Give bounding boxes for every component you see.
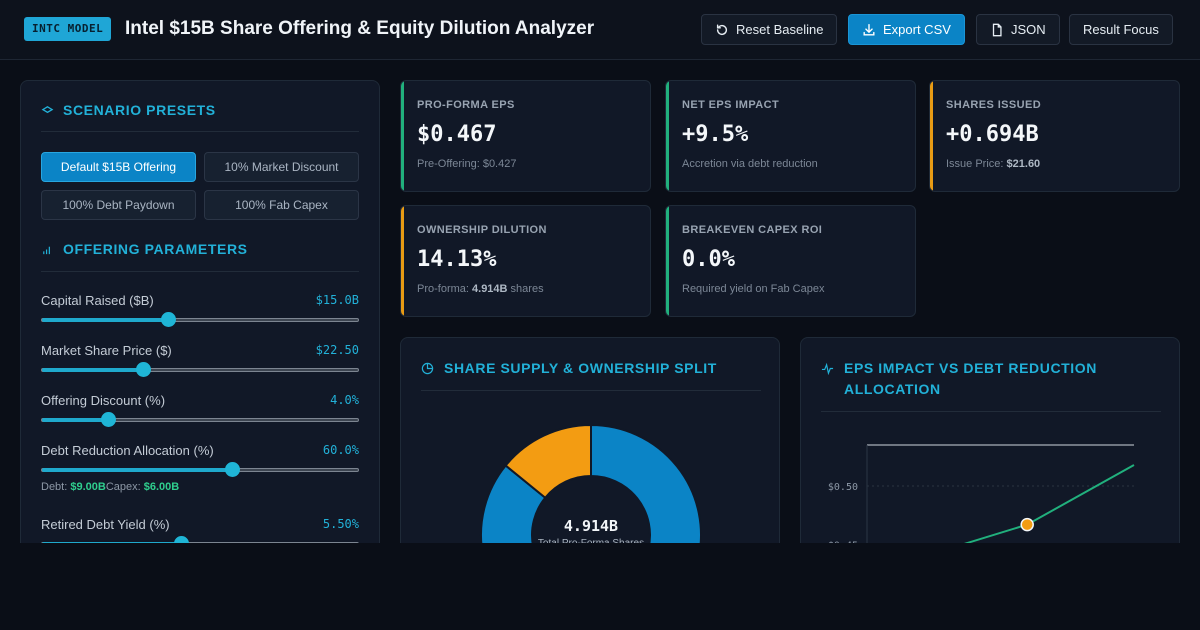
kpi-sub: Pro-forma: 4.914B shares xyxy=(417,283,544,295)
param-label: Capital Raised ($B) xyxy=(41,293,154,308)
kpi-pro-forma-eps: PRO-FORMA EPS $0.467 Pre-Offering: $0.42… xyxy=(400,80,651,192)
kpi-label: OWNERSHIP DILUTION xyxy=(417,224,547,236)
param-retired-debt-yield: Retired Debt Yield (%) 5.50% xyxy=(41,517,359,551)
param-value: $15.0B xyxy=(315,293,359,307)
share-supply-title: SHARE SUPPLY & OWNERSHIP SPLIT xyxy=(421,358,717,379)
param-label: Debt Reduction Allocation (%) xyxy=(41,443,214,458)
param-label: Market Share Price ($) xyxy=(41,343,172,358)
slider-track[interactable] xyxy=(41,418,359,422)
file-icon xyxy=(992,23,1002,36)
eps-impact-title-line1: EPS IMPACT VS DEBT REDUCTION xyxy=(844,360,1098,376)
download-icon xyxy=(863,23,875,36)
kpi-value: $0.467 xyxy=(417,122,497,147)
param-value: $22.50 xyxy=(315,343,359,357)
y-tick-label: $0.50 xyxy=(828,482,858,493)
slider-thumb[interactable] xyxy=(135,362,151,377)
slider-thumb[interactable] xyxy=(224,462,240,477)
capex-label: Capex: xyxy=(105,481,141,493)
result-focus-button[interactable]: Result Focus xyxy=(1069,14,1173,45)
share-supply-panel: SHARE SUPPLY & OWNERSHIP SPLIT 4.914B To… xyxy=(400,337,780,567)
presets-title-text: SCENARIO PRESETS xyxy=(63,102,216,118)
kpi-label: BREAKEVEN CAPEX ROI xyxy=(682,224,823,236)
export-csv-button[interactable]: Export CSV xyxy=(848,14,965,45)
kpi-breakeven-capex-roi: BREAKEVEN CAPEX ROI 0.0% Required yield … xyxy=(665,205,916,317)
param-debt-allocation: Debt Reduction Allocation (%) 60.0% xyxy=(41,443,359,477)
capex-value: $6.00B xyxy=(143,481,180,493)
current-allocation-point[interactable] xyxy=(1020,517,1034,532)
kpi-value: 0.0% xyxy=(682,247,735,272)
model-badge: INTC MODEL xyxy=(24,17,112,41)
params-section-title: OFFERING PARAMETERS xyxy=(41,241,248,257)
bar-chart-icon xyxy=(43,246,50,254)
allocation-breakdown: Debt: $9.00BCapex: $6.00B xyxy=(41,481,179,493)
kpi-ownership-dilution: OWNERSHIP DILUTION 14.13% Pro-forma: 4.9… xyxy=(400,205,651,317)
divider xyxy=(821,411,1161,412)
kpi-label: PRO-FORMA EPS xyxy=(417,99,515,111)
kpi-label: SHARES ISSUED xyxy=(946,99,1042,111)
param-value: 5.50% xyxy=(322,517,359,531)
param-label: Retired Debt Yield (%) xyxy=(41,517,170,532)
controls-panel: SCENARIO PRESETS Default $15B Offering 1… xyxy=(20,80,380,560)
donut-center-value: 4.914B xyxy=(564,517,618,535)
kpi-label: NET EPS IMPACT xyxy=(682,99,780,111)
eps-impact-panel: EPS IMPACT VS DEBT REDUCTION ALLOCATION … xyxy=(800,337,1180,567)
donut-chart: 4.914B Total Pro-Forma Shares xyxy=(480,423,702,566)
param-offering-discount: Offering Discount (%) 4.0% xyxy=(41,393,359,427)
param-label: Offering Discount (%) xyxy=(41,393,166,408)
divider xyxy=(41,271,359,272)
kpi-sub: Accretion via debt reduction xyxy=(682,158,818,170)
donut-slice-new-shares-issued xyxy=(504,423,592,500)
kpi-net-eps-impact: NET EPS IMPACT +9.5% Accretion via debt … xyxy=(665,80,916,192)
kpi-value: +9.5% xyxy=(682,122,749,147)
slider-track[interactable] xyxy=(41,468,359,472)
presets-section-title: SCENARIO PRESETS xyxy=(41,102,216,118)
debt-value: $9.00B xyxy=(70,481,106,493)
preset-market-discount-button[interactable]: 10% Market Discount xyxy=(204,152,359,182)
reset-icon xyxy=(716,23,728,35)
kpi-sub: Pre-Offering: $0.427 xyxy=(417,158,517,170)
kpi-value: +0.694B xyxy=(946,122,1039,147)
param-value: 60.0% xyxy=(322,443,359,457)
kpi-shares-issued: SHARES ISSUED +0.694B Issue Price: $21.6… xyxy=(929,80,1180,192)
pie-chart-icon xyxy=(421,362,434,375)
kpi-value: 14.13% xyxy=(417,247,497,272)
param-capital-raised: Capital Raised ($B) $15.0B xyxy=(41,293,359,327)
reset-baseline-button[interactable]: Reset Baseline xyxy=(701,14,838,45)
param-value: 4.0% xyxy=(330,393,359,407)
preset-default-button[interactable]: Default $15B Offering xyxy=(41,152,196,182)
eps-impact-title: EPS IMPACT VS DEBT REDUCTION ALLOCATION xyxy=(821,358,1097,400)
slider-thumb[interactable] xyxy=(161,312,177,327)
kpi-sub: Required yield on Fab Capex xyxy=(682,283,825,295)
layers-icon xyxy=(41,105,54,113)
slider-track[interactable] xyxy=(41,368,359,372)
viewport-cutoff xyxy=(0,543,1200,630)
preset-debt-paydown-button[interactable]: 100% Debt Paydown xyxy=(41,190,196,220)
kpi-sub: Issue Price: $21.60 xyxy=(946,158,1041,170)
divider xyxy=(41,131,359,132)
share-supply-title-text: SHARE SUPPLY & OWNERSHIP SPLIT xyxy=(444,360,717,376)
eps-impact-title-line2: ALLOCATION xyxy=(844,381,941,397)
json-button[interactable]: JSON xyxy=(976,14,1060,45)
slider-track[interactable] xyxy=(41,318,359,322)
activity-icon xyxy=(821,362,834,375)
page-title: Intel $15B Share Offering & Equity Dilut… xyxy=(125,18,595,39)
preset-fab-capex-button[interactable]: 100% Fab Capex xyxy=(204,190,359,220)
params-title-text: OFFERING PARAMETERS xyxy=(63,241,248,257)
export-csv-label: Export CSV xyxy=(883,22,951,37)
reset-baseline-label: Reset Baseline xyxy=(736,22,824,37)
json-label: JSON xyxy=(1011,22,1046,37)
param-market-price: Market Share Price ($) $22.50 xyxy=(41,343,359,377)
slider-thumb[interactable] xyxy=(100,412,116,427)
debt-label: Debt: xyxy=(41,481,68,493)
eps-line-chart: $0.50$0.45 xyxy=(828,444,1135,566)
result-focus-label: Result Focus xyxy=(1083,22,1159,37)
app-header: INTC MODEL Intel $15B Share Offering & E… xyxy=(0,0,1200,60)
divider xyxy=(421,390,761,391)
